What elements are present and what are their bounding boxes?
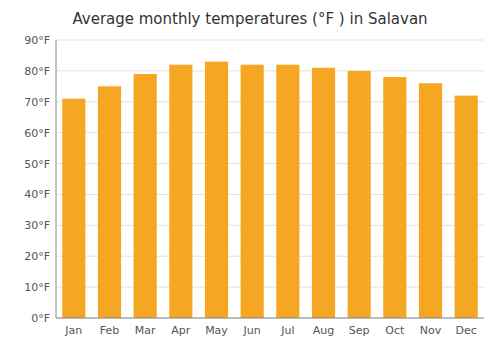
y-axis xyxy=(56,40,57,318)
x-tick-label: Oct xyxy=(385,324,405,337)
y-tick-label: 70°F xyxy=(24,96,50,109)
bar xyxy=(276,65,299,318)
x-axis xyxy=(56,318,484,319)
bar xyxy=(419,83,442,318)
grid-line xyxy=(56,40,484,41)
grid-line xyxy=(56,318,484,319)
x-tick-label: Feb xyxy=(100,324,119,337)
x-tick-label: May xyxy=(205,324,228,337)
bar xyxy=(455,96,478,318)
x-tick-label: Apr xyxy=(171,324,191,337)
bar xyxy=(205,62,228,318)
x-tick-label: Jan xyxy=(64,324,82,337)
bar xyxy=(383,77,406,318)
bar xyxy=(312,68,335,318)
x-tick-label: Dec xyxy=(456,324,477,337)
y-tick-label: 90°F xyxy=(24,34,50,47)
grid-line xyxy=(56,70,484,71)
bar xyxy=(62,99,85,318)
x-tick-label: Aug xyxy=(313,324,334,337)
y-tick-label: 30°F xyxy=(24,219,50,232)
y-tick-label: 60°F xyxy=(24,127,50,140)
bar xyxy=(169,65,192,318)
title: Average monthly temperatures (°F ) in Sa… xyxy=(72,10,427,28)
chart: Average monthly temperatures (°F ) in Sa… xyxy=(0,0,500,350)
y-tick-label: 10°F xyxy=(24,281,50,294)
y-tick-label: 80°F xyxy=(24,65,50,78)
x-tick-label: Jul xyxy=(280,324,294,337)
y-tick-label: 20°F xyxy=(24,250,50,263)
x-tick-label: Mar xyxy=(135,324,156,337)
y-tick-label: 0°F xyxy=(31,312,50,325)
grid xyxy=(56,40,484,318)
x-tick-label: Jun xyxy=(243,324,261,337)
bar xyxy=(348,71,371,318)
y-tick-label: 50°F xyxy=(24,158,50,171)
bar xyxy=(134,74,157,318)
y-tick-label: 40°F xyxy=(24,188,50,201)
bar xyxy=(98,86,121,318)
bar xyxy=(241,65,264,318)
x-tick-label: Sep xyxy=(349,324,370,337)
bars xyxy=(62,62,478,318)
x-tick-label: Nov xyxy=(420,324,442,337)
